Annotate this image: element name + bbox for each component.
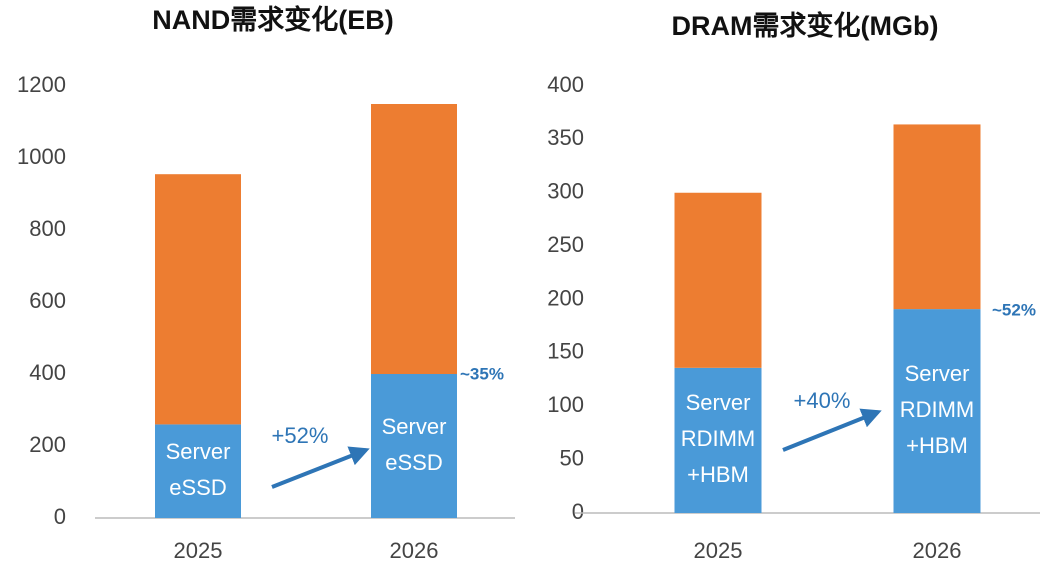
y-tick-label: 800 xyxy=(29,216,66,241)
y-tick-label: 1000 xyxy=(17,144,66,169)
chart-title: NAND需求变化(EB) xyxy=(152,4,393,35)
bar-label: eSSD xyxy=(169,475,226,500)
bar-label: +HBM xyxy=(687,462,749,487)
x-tick-label: 2025 xyxy=(694,538,743,563)
y-tick-label: 400 xyxy=(547,72,584,97)
y-tick-label: 100 xyxy=(547,392,584,417)
bar-label: RDIMM xyxy=(681,426,756,451)
annotation: ~52% xyxy=(992,300,1036,319)
y-tick-label: 400 xyxy=(29,360,66,385)
bar-segment xyxy=(371,104,457,374)
y-tick-label: 1200 xyxy=(17,72,66,97)
bar-segment xyxy=(674,367,762,513)
bar-segment xyxy=(674,192,762,368)
y-tick-label: 0 xyxy=(572,499,584,524)
x-tick-label: 2026 xyxy=(913,538,962,563)
y-tick-label: 600 xyxy=(29,288,66,313)
bar-label: +HBM xyxy=(906,433,968,458)
annotation: +40% xyxy=(794,388,851,413)
bar-segment xyxy=(371,374,457,518)
bar-segment xyxy=(893,309,981,513)
bar-segment xyxy=(155,424,241,518)
bar-label: RDIMM xyxy=(900,397,975,422)
y-tick-label: 250 xyxy=(547,232,584,257)
growth-arrow xyxy=(271,446,370,489)
bar-label: Server xyxy=(905,361,970,386)
y-tick-label: 350 xyxy=(547,125,584,150)
y-tick-label: 200 xyxy=(29,432,66,457)
x-tick-label: 2026 xyxy=(390,538,439,563)
annotation: +52% xyxy=(272,423,329,448)
x-tick-label: 2025 xyxy=(174,538,223,563)
bar-segment xyxy=(155,174,241,425)
y-tick-label: 300 xyxy=(547,179,584,204)
bar-segment xyxy=(893,124,981,310)
bar-label: Server xyxy=(382,414,447,439)
y-tick-label: 0 xyxy=(54,504,66,529)
bar-label: Server xyxy=(166,439,231,464)
growth-arrow xyxy=(782,408,882,452)
chart-title: DRAM需求变化(MGb) xyxy=(672,10,939,41)
bar-label: Server xyxy=(686,390,751,415)
y-tick-label: 200 xyxy=(547,285,584,310)
y-tick-label: 50 xyxy=(560,445,584,470)
bar-label: eSSD xyxy=(385,450,442,475)
y-tick-label: 150 xyxy=(547,339,584,364)
annotation: ~35% xyxy=(460,364,504,383)
